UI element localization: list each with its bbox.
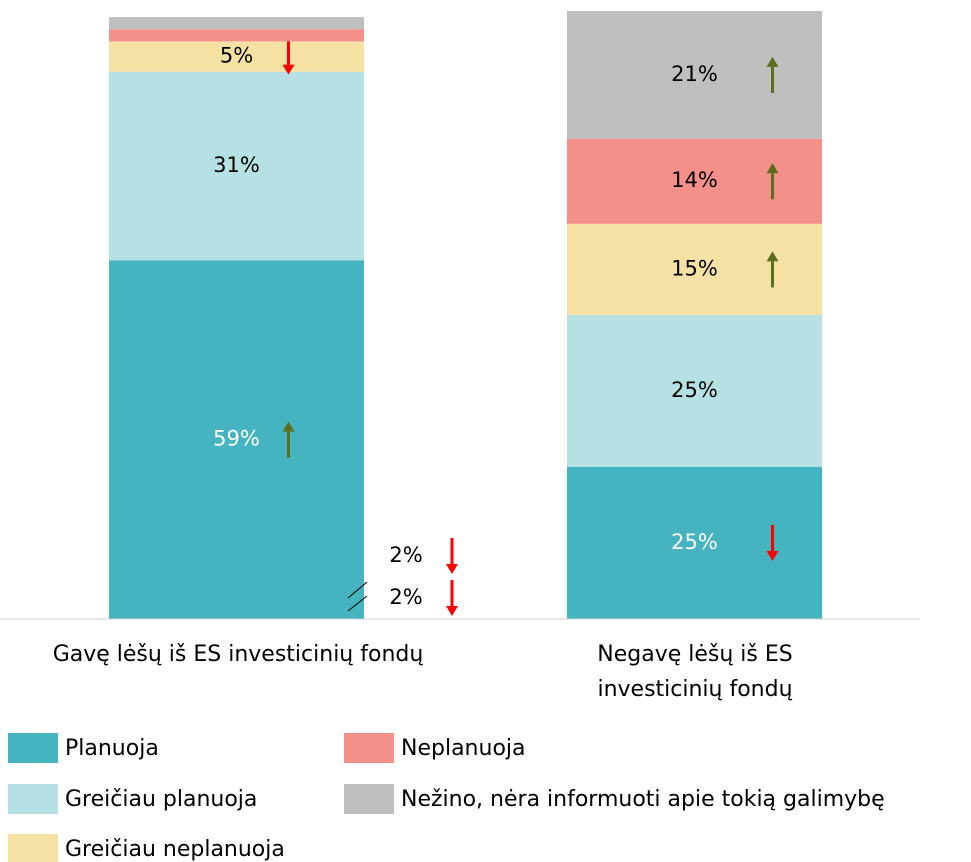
legend-label: Greičiau planuoja <box>65 787 257 812</box>
bar-segment <box>109 29 364 42</box>
legend-swatch <box>8 784 58 814</box>
value-label: 21% <box>671 62 718 86</box>
bar-segment <box>109 260 364 619</box>
bar-segment <box>567 315 822 467</box>
category-label: Gavę lėšų iš ES investicinių fondų <box>52 642 424 667</box>
trend-arrow-head <box>766 163 779 174</box>
value-label: 2% <box>389 585 422 609</box>
bar-segment <box>567 138 822 224</box>
category-label: Negavę lėšų iš ES investicinių fondų <box>597 642 793 702</box>
bar-segment <box>109 41 364 72</box>
legend-label: Greičiau neplanuoja <box>65 837 285 862</box>
value-label: 2% <box>389 543 422 567</box>
leader-line <box>347 581 368 599</box>
value-label: 5% <box>220 44 253 68</box>
trend-arrow-head <box>766 251 779 262</box>
value-label: 14% <box>671 168 718 192</box>
value-label: 25% <box>671 378 718 402</box>
legend-label: Neplanuoja <box>401 736 526 761</box>
value-label: 25% <box>671 530 718 554</box>
trend-arrow-head <box>766 551 779 561</box>
legend-swatch <box>344 784 394 814</box>
trend-arrow-head <box>446 564 458 574</box>
bar-segment <box>109 17 364 30</box>
trend-arrow-head <box>282 421 295 432</box>
trend-arrow-head <box>282 64 295 75</box>
legend-label: Nežino, nėra informuoti apie tokią galim… <box>401 787 885 812</box>
value-label: 15% <box>671 256 718 280</box>
trend-arrow-head <box>446 606 458 616</box>
legend-swatch <box>8 834 58 862</box>
value-label: 31% <box>213 153 260 177</box>
trend-arrow-head <box>766 56 779 67</box>
bar-segment <box>109 71 364 261</box>
legend-swatch <box>344 733 394 763</box>
leader-line <box>347 595 368 612</box>
bar-segment <box>567 467 822 619</box>
value-label: 59% <box>213 427 260 451</box>
legend-label: Planuoja <box>65 736 159 761</box>
bar-segment <box>567 11 822 139</box>
bar-segment <box>567 223 822 315</box>
legend-swatch <box>8 733 58 763</box>
